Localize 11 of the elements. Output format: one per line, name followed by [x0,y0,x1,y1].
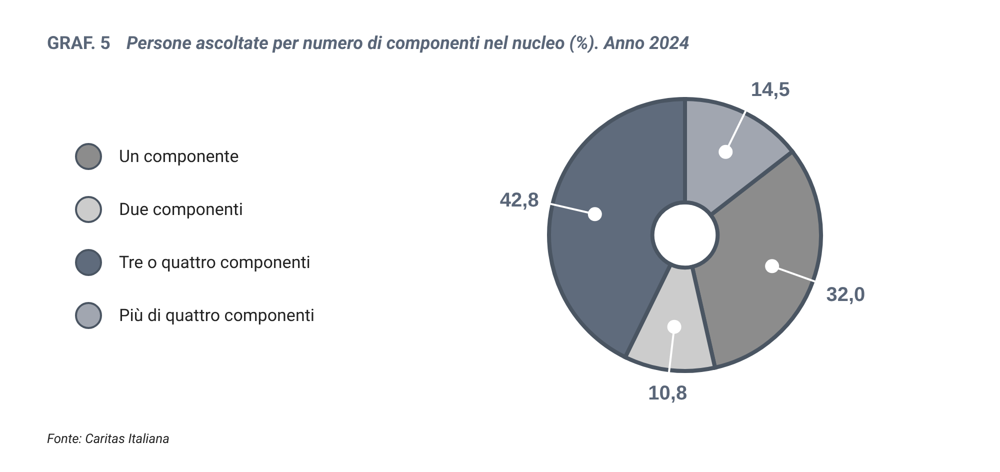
legend-label: Due componenti [119,200,243,220]
legend-label: Un componente [119,146,239,166]
chart-subtitle: Persone ascoltate per numero di componenti nel nucleo (%). Anno 2024 [126,33,690,54]
legend-label: Tre o quattro componenti [119,252,310,272]
data-label: 32,0 [826,284,866,306]
data-label: 10,8 [648,382,688,405]
source-note: Fonte: Caritas Italiana [47,432,170,447]
legend-label: Più di quattro componenti [119,306,315,326]
data-label: 14,5 [750,78,790,101]
data-label: 42,8 [500,190,539,212]
chart-title: GRAF. 5 [47,33,111,54]
